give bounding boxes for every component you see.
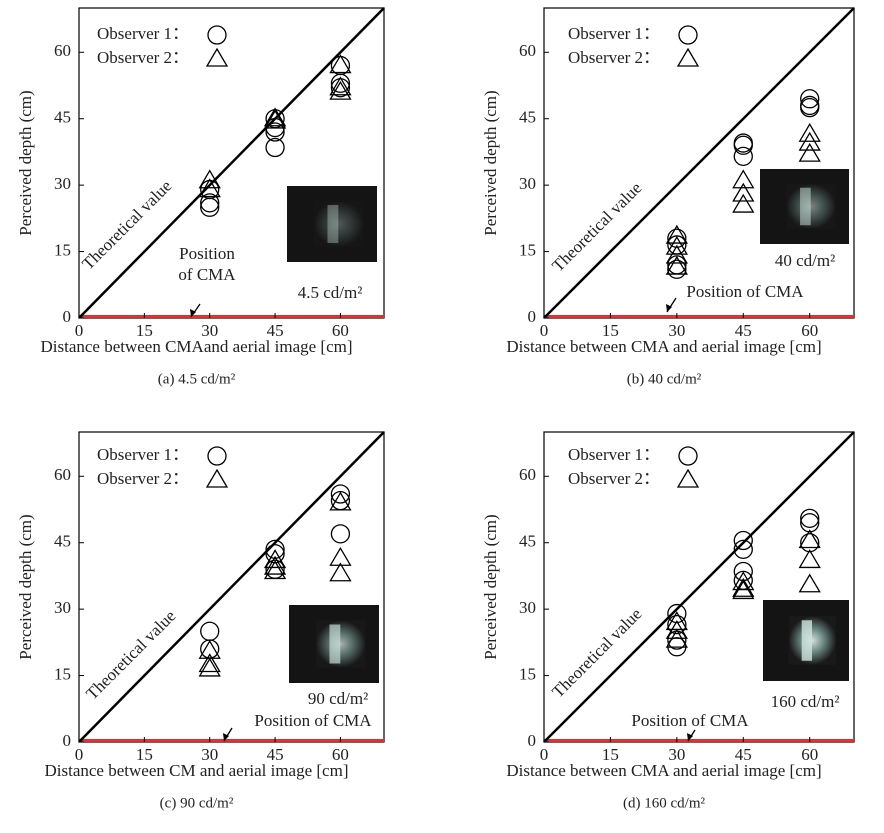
triangle-point	[733, 184, 753, 201]
legend-marker	[678, 470, 698, 487]
legend-label: Observer 2：	[568, 469, 660, 488]
caption: (b) 40 cd/m²	[627, 371, 702, 387]
y-tick-label: 45	[54, 108, 71, 127]
legend-marker	[678, 49, 698, 66]
inset-bright	[330, 625, 341, 664]
y-tick-label: 15	[519, 664, 536, 683]
figure: 4.5 cd/m² 0 15 30 45 60 0 15 30 45 60 Distance betw…	[0, 0, 884, 833]
legend-marker	[207, 470, 227, 487]
triangle-point	[667, 226, 687, 243]
circle-point	[668, 256, 686, 274]
legend-marker	[679, 26, 697, 44]
y-axis-label: Perceived depth (cm)	[481, 514, 500, 659]
inset-label: 40 cd/m²	[775, 251, 835, 270]
y-tick-label: 15	[519, 240, 536, 259]
triangle-point	[800, 575, 820, 592]
position-label: Position	[179, 244, 235, 263]
x-axis-label: Distance between CMAand aerial image [cm…	[40, 337, 352, 356]
triangle-point	[330, 564, 350, 581]
legend-marker	[208, 447, 226, 465]
diagonal-label: Theoretical value	[548, 604, 645, 701]
inset-glow	[314, 201, 364, 247]
circle-point	[801, 514, 819, 532]
triangle-point	[800, 144, 820, 161]
y-tick-label: 15	[54, 664, 71, 683]
x-axis-label: Distance between CMA and aerial image [c…	[506, 337, 821, 356]
y-tick-label: 30	[519, 598, 536, 617]
y-axis-label: Perceived depth (cm)	[481, 90, 500, 235]
position-label: Position of CMA	[686, 282, 804, 301]
legend-label: Observer 2：	[97, 469, 189, 488]
legend-marker	[208, 26, 226, 44]
inset-glow	[787, 184, 836, 229]
inset-bright	[328, 205, 339, 243]
inset-glow	[789, 616, 836, 665]
circle-point	[734, 147, 752, 165]
triangle-point	[800, 531, 820, 548]
legend-label: Observer 1：	[97, 24, 189, 43]
inset-label: 160 cd/m²	[771, 692, 840, 711]
legend-label: Observer 1：	[568, 445, 660, 464]
x-axis-label: Distance between CMA and aerial image [c…	[506, 761, 821, 780]
y-tick-label: 45	[519, 532, 536, 551]
inset-glow	[316, 621, 366, 668]
triangle-point	[200, 655, 220, 672]
diagonal-label: Theoretical value	[548, 178, 645, 275]
caption: (d) 160 cd/m²	[623, 795, 705, 811]
legend-label: Observer 1：	[568, 24, 660, 43]
y-tick-label: 60	[54, 41, 71, 60]
y-tick-label: 0	[528, 731, 537, 750]
diagonal-label: Theoretical value	[78, 176, 175, 273]
y-tick-label: 60	[54, 465, 71, 484]
legend-label: Observer 2：	[568, 48, 660, 67]
caption: (a) 4.5 cd/m²	[158, 371, 236, 387]
triangle-point	[800, 550, 820, 567]
y-tick-label: 60	[519, 41, 536, 60]
legend-label: Observer 2：	[97, 48, 189, 67]
position-label: of CMA	[178, 265, 236, 284]
y-axis-label: Perceived depth (cm)	[16, 514, 35, 659]
y-tick-label: 60	[519, 465, 536, 484]
legend-label: Observer 1：	[97, 445, 189, 464]
legend-marker	[207, 49, 227, 66]
y-tick-label: 30	[54, 598, 71, 617]
y-tick-label: 45	[519, 108, 536, 127]
position-label: Position of CMA	[631, 711, 749, 730]
circle-point	[801, 534, 819, 552]
circle-point	[201, 198, 219, 216]
y-axis-label: Perceived depth (cm)	[16, 90, 35, 235]
y-tick-label: 30	[54, 174, 71, 193]
position-label: Position of CMA	[254, 711, 372, 730]
x-axis-label: Distance between CM and aerial image [cm…	[45, 761, 349, 780]
y-tick-label: 0	[528, 307, 537, 326]
y-tick-label: 0	[63, 307, 72, 326]
circle-point	[801, 509, 819, 527]
legend-marker	[679, 447, 697, 465]
circle-point	[201, 622, 219, 640]
y-tick-label: 0	[63, 731, 72, 750]
inset-bright	[802, 620, 812, 661]
inset-bright	[800, 188, 811, 226]
inset-label: 90 cd/m²	[308, 689, 368, 708]
caption: (c) 90 cd/m²	[160, 795, 234, 811]
inset-label: 4.5 cd/m²	[298, 283, 363, 302]
triangle-point	[733, 195, 753, 212]
y-tick-label: 45	[54, 532, 71, 551]
y-tick-label: 30	[519, 174, 536, 193]
circle-point	[331, 525, 349, 543]
y-tick-label: 15	[54, 240, 71, 259]
